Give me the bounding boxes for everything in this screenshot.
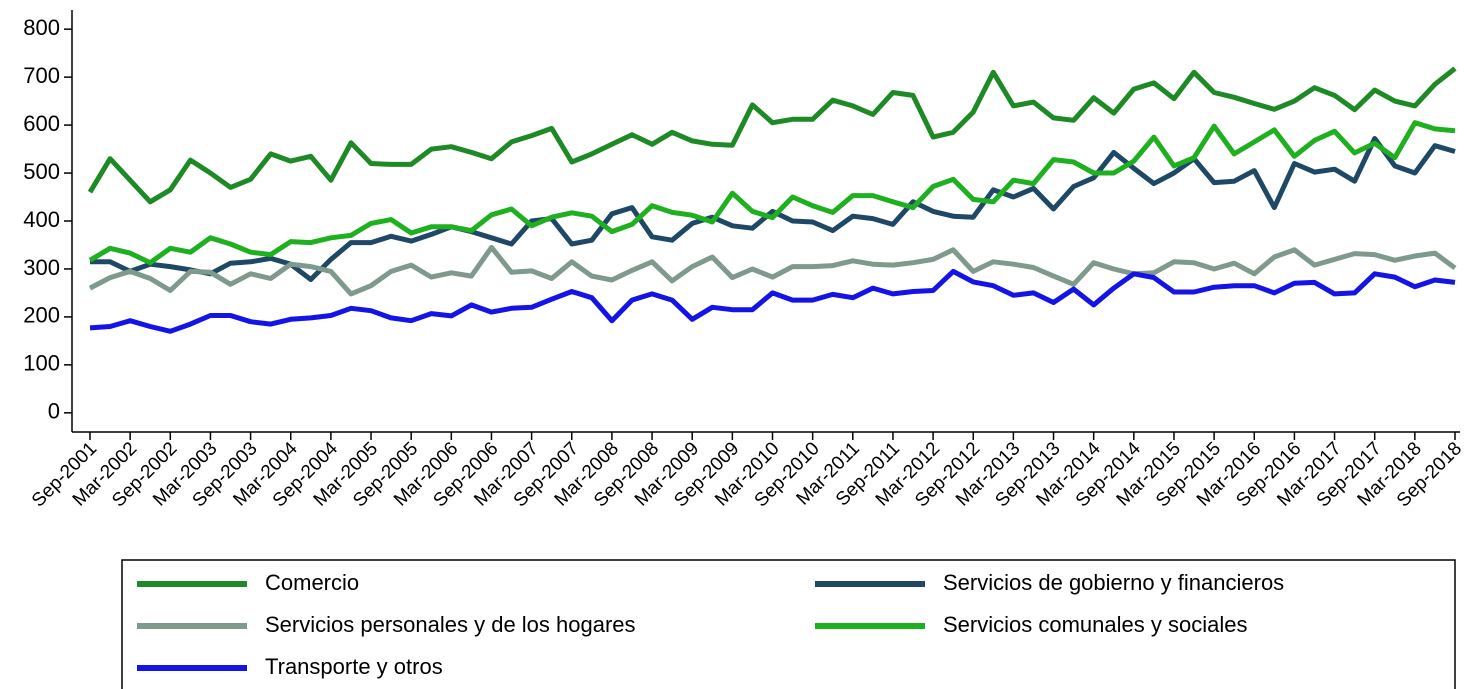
y-tick-label: 100 xyxy=(23,351,60,376)
series-line xyxy=(88,120,1456,266)
y-tick-label: 500 xyxy=(23,159,60,184)
y-tick-label: 400 xyxy=(23,207,60,232)
y-tick-label: 200 xyxy=(23,303,60,328)
legend-box xyxy=(121,559,1456,689)
y-tick-label: 0 xyxy=(48,399,60,424)
legend-label: Transporte y otros xyxy=(265,654,443,679)
series-line xyxy=(87,66,1457,205)
series-line xyxy=(90,136,1456,282)
legend-label: Servicios personales y de los hogares xyxy=(265,612,636,637)
y-tick-label: 700 xyxy=(23,63,60,88)
legend-label: Comercio xyxy=(265,570,359,595)
y-tick-label: 600 xyxy=(23,111,60,136)
y-tick-label: 800 xyxy=(23,15,60,40)
series-line xyxy=(88,244,1457,297)
legend-label: Servicios comunales y sociales xyxy=(943,612,1247,637)
series-line xyxy=(89,268,1456,334)
y-tick-label: 300 xyxy=(23,255,60,280)
legend-label: Servicios de gobierno y financieros xyxy=(943,570,1284,595)
